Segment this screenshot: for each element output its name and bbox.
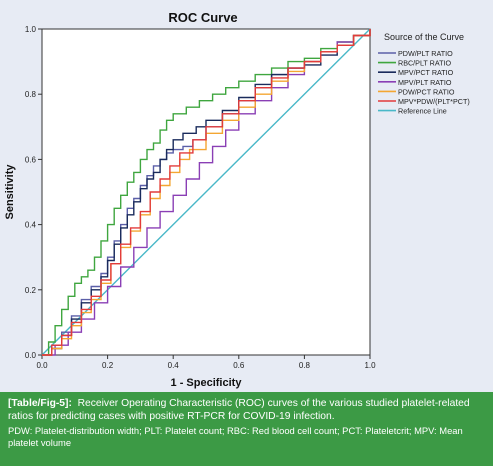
y-tick-label: 0.0 bbox=[25, 351, 37, 360]
legend-title: Source of the Curve bbox=[384, 32, 464, 42]
roc-chart: ROC Curve 0.00.20.40.60.81.0 0.0 0.2 0.4 0.… bbox=[4, 10, 470, 389]
x-tick-label: 0.0 bbox=[36, 361, 48, 370]
series-line bbox=[41, 28, 371, 356]
chart-title: ROC Curve bbox=[168, 10, 237, 25]
legend-label: Reference Line bbox=[398, 107, 447, 116]
x-tick-label: 1.0 bbox=[364, 361, 376, 370]
x-tick-label: 0.8 bbox=[299, 361, 311, 370]
x-tick-label: 0.2 bbox=[102, 361, 114, 370]
y-axis-label: Sensitivity bbox=[4, 164, 16, 220]
legend-label: RBC/PLT RATIO bbox=[398, 59, 452, 68]
legend-label: PDW/PLT RATIO bbox=[398, 49, 453, 58]
chart-panel: ROC Curve 0.0 0.2 0.4 0.6 0.8 1.0 0.0 0.2 0.4 0.… bbox=[0, 0, 493, 392]
y-tick-label: 0.2 bbox=[25, 286, 37, 295]
legend-label: MPV/PLT RATIO bbox=[398, 78, 452, 87]
legend-label: PDW/PCT RATIO bbox=[398, 87, 455, 96]
y-tick-label: 0.8 bbox=[25, 90, 37, 99]
legend: Source of the Curve PDW/PLT RATIORBC/PLT… bbox=[378, 32, 470, 116]
y-tick-label: 0.6 bbox=[25, 155, 37, 164]
x-axis-label: 1 - Specificity bbox=[171, 377, 243, 389]
y-tick-label: 0.4 bbox=[25, 221, 37, 230]
y-tick-label: 1.0 bbox=[25, 25, 37, 34]
figure-caption: [Table/Fig-5]: Receiver Operating Charac… bbox=[0, 392, 493, 466]
legend-label: MPV/PCT RATIO bbox=[398, 68, 454, 77]
series-lines bbox=[41, 28, 371, 356]
x-tick-label: 0.6 bbox=[233, 361, 245, 370]
caption-text: Receiver Operating Characteristic (ROC) … bbox=[8, 398, 470, 423]
x-tick-label: 0.4 bbox=[168, 361, 180, 370]
legend-label: MPV*PDW/(PLT*PCT) bbox=[398, 97, 470, 106]
series-line bbox=[42, 29, 371, 356]
x-axis-ticks: 0.0 0.2 0.4 0.6 0.8 1.0 bbox=[36, 355, 376, 370]
y-axis-ticks: 0.0 0.2 0.4 0.6 0.8 1.0 bbox=[25, 25, 42, 360]
caption-abbreviations: PDW: Platelet-distribution width; PLT: P… bbox=[8, 424, 463, 449]
caption-label: [Table/Fig-5]: bbox=[8, 398, 72, 409]
